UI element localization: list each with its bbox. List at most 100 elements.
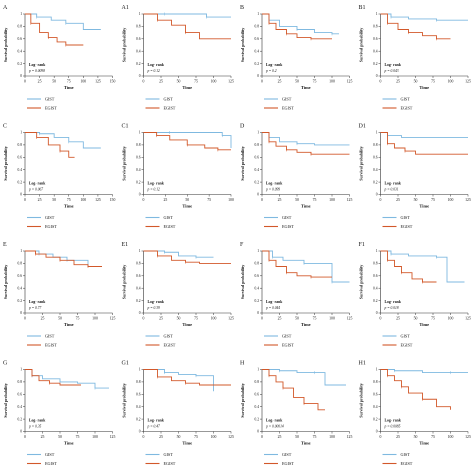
legend-label-egist: EGIST bbox=[282, 461, 294, 466]
y-tick-label: 0 bbox=[257, 193, 259, 197]
legend-label-gist: GIST bbox=[45, 334, 55, 339]
x-tick-label: 100 bbox=[329, 435, 335, 439]
panel-H1: H1 Survival probability 0 0.2 0.4 0.6 0.8 1 0 25 5… bbox=[359, 361, 471, 467]
y-tick-label: 0 bbox=[139, 311, 141, 315]
y-tick-label: 0 bbox=[257, 311, 259, 315]
x-tick-label: 125 bbox=[228, 435, 234, 439]
panel-A: A Survival probability 0 0.2 0.4 0.6 0.8 1 0 25 50… bbox=[3, 5, 115, 111]
legend-label-egist: EGIST bbox=[164, 343, 176, 348]
x-tick-label: 100 bbox=[211, 435, 217, 439]
y-axis-label: Survival probability bbox=[3, 146, 8, 181]
y-axis-label: Survival probability bbox=[240, 265, 245, 300]
x-tick-label: 50 bbox=[295, 198, 299, 202]
x-tick-label: 125 bbox=[95, 198, 101, 202]
legend-label-egist: EGIST bbox=[401, 106, 413, 111]
km-curve-gist bbox=[262, 13, 339, 35]
y-tick-label: 0.6 bbox=[373, 156, 378, 160]
x-tick-label: 25 bbox=[278, 198, 282, 202]
x-tick-label: 75 bbox=[313, 317, 317, 321]
km-curve-gist bbox=[262, 250, 350, 283]
legend-label-gist: GIST bbox=[401, 452, 411, 457]
y-tick-label: 0.2 bbox=[18, 62, 23, 66]
panel-label: C bbox=[3, 124, 7, 130]
y-tick-label: 1 bbox=[20, 249, 22, 253]
y-tick-label: 0.8 bbox=[18, 143, 23, 147]
panel-label: F1 bbox=[359, 242, 365, 248]
x-tick-label: 50 bbox=[295, 317, 299, 321]
panel-E1: E1 Survival probability 0 0.2 0.4 0.6 0.8 1 0 25 5… bbox=[122, 242, 234, 348]
x-tick-label: 0 bbox=[380, 80, 382, 84]
x-tick-label: 50 bbox=[52, 198, 56, 202]
km-curve-gist bbox=[380, 132, 468, 138]
legend-label-egist: EGIST bbox=[45, 224, 57, 229]
x-tick-label: 100 bbox=[92, 435, 98, 439]
y-tick-label: 0 bbox=[376, 74, 378, 78]
x-tick-label: 125 bbox=[347, 80, 353, 84]
x-tick-label: 50 bbox=[414, 317, 418, 321]
x-tick-label: 25 bbox=[163, 198, 167, 202]
y-tick-label: 0.6 bbox=[255, 274, 260, 278]
x-tick-label: 0 bbox=[24, 198, 26, 202]
x-tick-label: 0 bbox=[261, 435, 263, 439]
km-curve-gist bbox=[143, 369, 214, 392]
panel-D1: D1 Survival probability 0 0.2 0.4 0.6 0.8 1 0 25 5… bbox=[359, 124, 471, 230]
logrank-label: Log- rank bbox=[29, 419, 46, 423]
legend-label-gist: GIST bbox=[164, 334, 174, 339]
y-tick-label: 0.8 bbox=[18, 380, 23, 384]
x-tick-label: 75 bbox=[194, 317, 198, 321]
y-tick-label: 0.8 bbox=[255, 380, 260, 384]
panel-label: E1 bbox=[122, 242, 129, 248]
y-axis-label: Survival probability bbox=[122, 383, 127, 418]
y-axis-label: Survival probability bbox=[359, 265, 364, 300]
x-axis-label: Time bbox=[182, 322, 192, 327]
x-axis-label: Time bbox=[64, 204, 74, 209]
x-axis-label: Time bbox=[182, 441, 192, 446]
x-tick-label: 75 bbox=[313, 80, 317, 84]
x-tick-label: 25 bbox=[41, 317, 45, 321]
panel-F: F Survival probability 0 0.2 0.4 0.6 0.8 1 0 25 50… bbox=[240, 242, 352, 348]
logrank-label: Log- rank bbox=[385, 419, 402, 423]
y-tick-label: 0.6 bbox=[18, 393, 23, 397]
logrank-label: Log- rank bbox=[29, 182, 46, 186]
x-tick-label: 50 bbox=[295, 435, 299, 439]
x-tick-label: 0 bbox=[24, 435, 26, 439]
y-tick-label: 0.6 bbox=[136, 156, 141, 160]
x-tick-label: 25 bbox=[159, 80, 163, 84]
y-tick-label: 0.4 bbox=[255, 286, 260, 290]
legend-label-gist: GIST bbox=[282, 334, 292, 339]
x-tick-label: 100 bbox=[80, 198, 86, 202]
km-curve-egist bbox=[380, 250, 437, 283]
y-tick-label: 0.8 bbox=[255, 143, 260, 147]
x-tick-label: 50 bbox=[177, 435, 181, 439]
legend-label-gist: GIST bbox=[164, 452, 174, 457]
x-tick-label: 75 bbox=[431, 80, 435, 84]
y-tick-label: 0.4 bbox=[373, 49, 378, 53]
km-curve-egist bbox=[380, 13, 451, 40]
x-axis-label: Time bbox=[419, 441, 429, 446]
km-curve-gist bbox=[262, 132, 350, 146]
x-tick-label: 100 bbox=[448, 317, 454, 321]
y-axis-label: Survival probability bbox=[3, 28, 8, 63]
y-tick-label: 1 bbox=[139, 249, 141, 253]
logrank-label: Log- rank bbox=[266, 182, 283, 186]
y-tick-label: 1 bbox=[376, 12, 378, 16]
x-tick-label: 75 bbox=[431, 317, 435, 321]
x-tick-label: 25 bbox=[38, 80, 42, 84]
legend-label-gist: GIST bbox=[401, 334, 411, 339]
x-tick-label: 75 bbox=[67, 198, 71, 202]
y-tick-label: 0.6 bbox=[373, 37, 378, 41]
logrank-label: Log- rank bbox=[385, 300, 402, 304]
x-tick-label: 50 bbox=[414, 80, 418, 84]
p-value-label: p = 0.35 bbox=[28, 425, 42, 429]
x-tick-label: 25 bbox=[159, 435, 163, 439]
km-curve-gist bbox=[262, 369, 346, 386]
y-axis-label: Survival probability bbox=[122, 146, 127, 181]
x-tick-label: 75 bbox=[431, 198, 435, 202]
x-tick-label: 50 bbox=[414, 435, 418, 439]
y-tick-label: 0.4 bbox=[255, 405, 260, 409]
x-tick-label: 0 bbox=[143, 80, 145, 84]
legend-label-gist: GIST bbox=[45, 215, 55, 220]
legend-label-gist: GIST bbox=[401, 97, 411, 102]
x-tick-label: 25 bbox=[396, 317, 400, 321]
p-value-label: p = 0.031 bbox=[384, 188, 399, 192]
